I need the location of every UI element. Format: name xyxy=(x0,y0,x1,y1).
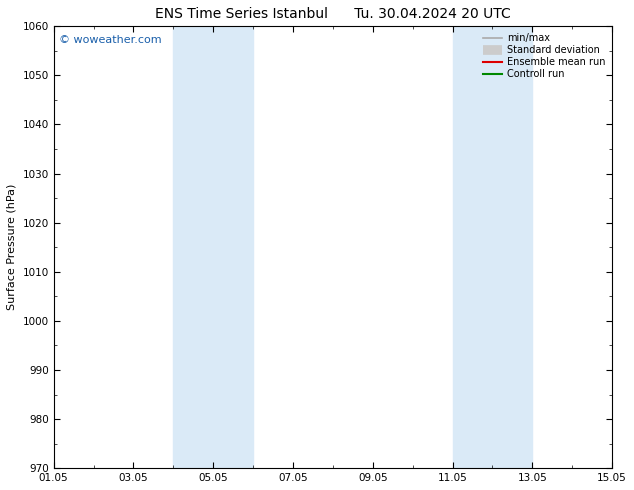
Bar xyxy=(173,26,253,468)
Text: © woweather.com: © woweather.com xyxy=(59,35,162,45)
Y-axis label: Surface Pressure (hPa): Surface Pressure (hPa) xyxy=(7,184,17,311)
Bar xyxy=(453,26,533,468)
Legend: min/max, Standard deviation, Ensemble mean run, Controll run: min/max, Standard deviation, Ensemble me… xyxy=(479,29,609,83)
Title: ENS Time Series Istanbul      Tu. 30.04.2024 20 UTC: ENS Time Series Istanbul Tu. 30.04.2024 … xyxy=(155,7,511,21)
